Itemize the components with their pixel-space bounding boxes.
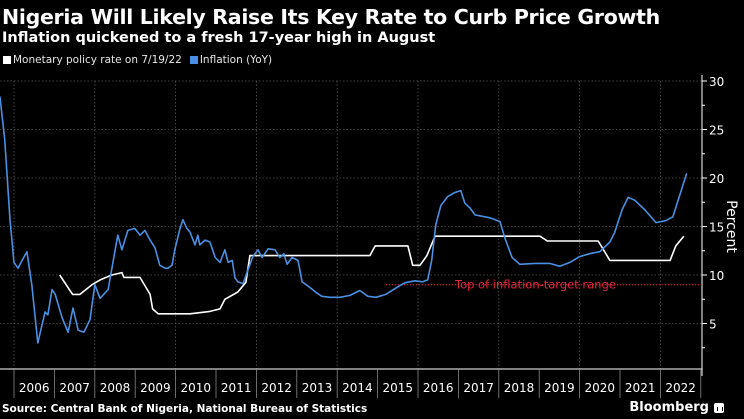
legend-item-policy-rate: Monetary policy rate on 7/19/22: [3, 54, 182, 66]
legend: Monetary policy rate on 7/19/22 Inflatio…: [3, 54, 280, 66]
x-tick-label: 2011: [221, 381, 252, 395]
x-axis: 2006 2007 2008 2009 2010 2011 2012 2013 2014 2015…: [0, 368, 702, 398]
y-tick-label: 25: [709, 124, 724, 138]
x-tick-label: 2012: [261, 381, 292, 395]
brand-logo: Bloomberg: [629, 400, 724, 415]
source-note: Source: Central Bank of Nigeria, Nationa…: [2, 403, 368, 415]
chart-subtitle: Inflation quickened to a fresh 17-year h…: [2, 30, 436, 46]
policy-rate-line: [59, 235, 685, 315]
y-axis-title: Percent: [723, 200, 739, 253]
legend-label-policy-rate: Monetary policy rate on 7/19/22: [13, 54, 182, 66]
legend-swatch-inflation: [189, 56, 198, 64]
x-tick-label: 2020: [585, 381, 616, 395]
x-tick-label: 2019: [544, 381, 575, 395]
reference-line-label: Top of inflation-target range: [454, 278, 616, 292]
y-tick-label: 15: [709, 221, 724, 235]
x-tick-label: 2013: [302, 381, 333, 395]
bloomberg-icon: [714, 402, 724, 413]
series-lines: [0, 96, 688, 344]
y-tick-label: 20: [709, 172, 724, 186]
x-tick-label: 2006: [19, 381, 50, 395]
grid: [0, 80, 702, 369]
x-tick-label: 2014: [342, 381, 373, 395]
y-tick-label: 30: [709, 75, 724, 89]
y-tick-label: 10: [709, 269, 724, 283]
x-tick-label: 2007: [59, 381, 90, 395]
y-axis: 5 10 15 20 25 30 Percent: [701, 75, 739, 376]
x-tick-label: 2010: [181, 381, 212, 395]
x-tick-label: 2009: [140, 381, 171, 395]
chart-title: Nigeria Will Likely Raise Its Key Rate t…: [2, 5, 660, 29]
y-tick-label: 5: [709, 318, 717, 332]
x-tick-label: 2017: [463, 381, 494, 395]
x-tick-label: 2018: [504, 381, 535, 395]
x-tick-label: 2021: [625, 381, 656, 395]
reference-line-group: Top of inflation-target range: [385, 278, 702, 292]
brand-name: Bloomberg: [629, 400, 709, 415]
legend-label-inflation: Inflation (YoY): [199, 54, 273, 66]
legend-swatch-policy-rate: [3, 56, 11, 64]
x-tick-label: 2022: [665, 381, 696, 395]
inflation-line: [0, 96, 688, 344]
x-tick-label: 2015: [383, 381, 414, 395]
x-tick-label: 2016: [423, 381, 454, 395]
legend-item-inflation: Inflation (YoY): [189, 54, 273, 66]
x-tick-label: 2008: [100, 381, 131, 395]
